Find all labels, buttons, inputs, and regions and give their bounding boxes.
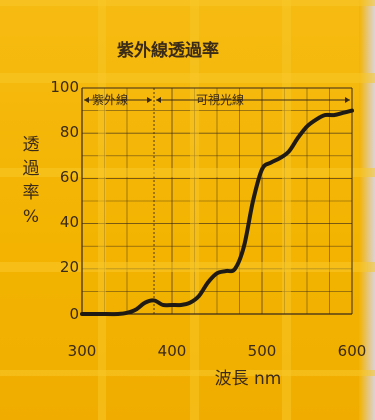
series-line: [80, 108, 354, 317]
region-arrow-uv-head-left: [84, 97, 89, 103]
x-axis-label: 波長 nm: [215, 369, 282, 389]
x-tick-label-500: 500: [248, 342, 277, 360]
x-tick-label-600: 600: [338, 342, 367, 360]
x-tick-label-400: 400: [158, 342, 187, 360]
y-tick-label-40: 40: [60, 213, 79, 231]
y-axis-label-char: 過: [23, 159, 40, 179]
tape-strip-horizontal: [0, 168, 375, 177]
tape-strip-horizontal: [0, 262, 375, 272]
tape-strip-vertical: [190, 0, 199, 420]
y-tick-label-80: 80: [60, 123, 79, 141]
region-arrow-visible-head-left: [156, 97, 161, 103]
region-arrow-visible-head-right: [345, 97, 350, 103]
chart-title: 紫外線透過率: [117, 40, 219, 61]
y-axis-label-char: 率: [23, 183, 40, 203]
y-tick-label-0: 0: [69, 305, 79, 323]
tape-strip-vertical: [282, 0, 291, 420]
y-axis-label-char: 透: [23, 135, 40, 155]
y-axis-label: 透過率%: [23, 135, 40, 227]
y-tick-label-100: 100: [50, 78, 79, 96]
tape-strip-vertical: [98, 0, 106, 420]
region-label-uv: 紫外線: [92, 92, 128, 107]
region-arrow-uv-head-right: [147, 97, 152, 103]
tape-strip-horizontal: [0, 370, 375, 376]
tape-strip-horizontal: [0, 0, 375, 6]
y-axis-label-char: %: [23, 207, 39, 227]
y-tick-label-60: 60: [60, 168, 79, 186]
right-edge: [359, 0, 375, 420]
region-label-visible: 可視光線: [196, 92, 244, 107]
tape-strip-horizontal: [0, 73, 375, 83]
x-tick-label-300: 300: [68, 342, 97, 360]
y-tick-label-20: 20: [60, 258, 79, 276]
region-markers: [84, 97, 350, 103]
